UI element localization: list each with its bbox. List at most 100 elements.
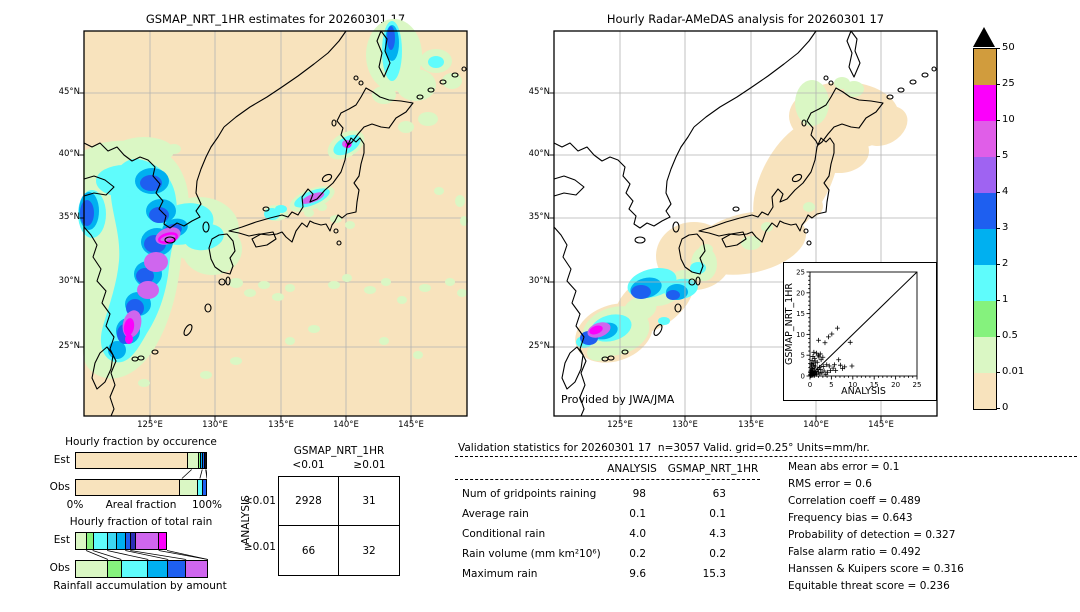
precip-blob bbox=[445, 278, 455, 286]
precip-blob bbox=[167, 144, 181, 154]
occurrence-connectors bbox=[181, 469, 207, 479]
scatter-inset: 00 5 5 10 10 15 15 20 20 25 25 ANALYSIS GSMAP_NRT_1H… bbox=[783, 262, 937, 401]
stats-divider-2 bbox=[455, 479, 760, 480]
lat-label: 25°N bbox=[58, 341, 80, 351]
colorbar-segment bbox=[974, 157, 996, 193]
colorbar-tick bbox=[996, 372, 1000, 373]
colorbar-tick-label: 50 bbox=[1002, 42, 1015, 53]
precip-blob bbox=[125, 334, 133, 344]
bar-segment bbox=[185, 561, 207, 577]
precip-blob bbox=[258, 281, 270, 289]
lon-label: 130°E bbox=[672, 420, 698, 430]
bar-segment bbox=[134, 533, 158, 549]
colorbar-tick bbox=[996, 264, 1000, 265]
inset-y-tick: 20 bbox=[796, 289, 805, 297]
stats-row-label: Conditional rain bbox=[462, 528, 546, 540]
totalrain-footer: Rainfall accumulation by amount bbox=[53, 580, 227, 592]
colorbar-tick bbox=[996, 156, 1000, 157]
precip-blob bbox=[860, 106, 908, 146]
inset-x-tick: 10 bbox=[848, 381, 857, 389]
bar-segment bbox=[76, 453, 187, 468]
precip-blob bbox=[761, 222, 773, 232]
colorbar-tick bbox=[996, 408, 1000, 409]
precip-blob bbox=[345, 221, 355, 229]
bar-segment bbox=[167, 561, 186, 577]
colorbar-segment bbox=[974, 373, 996, 409]
lon-label: 145°E bbox=[868, 420, 894, 430]
lon-label: 140°E bbox=[803, 420, 829, 430]
bar-segment bbox=[76, 533, 86, 549]
coastlines bbox=[553, 30, 937, 417]
colorbar-segment bbox=[974, 265, 996, 301]
map-frame bbox=[79, 30, 468, 421]
precip-blob bbox=[275, 205, 287, 213]
stats-analysis-value: 0.2 bbox=[629, 548, 646, 560]
bar-segment bbox=[147, 561, 168, 577]
bar-segment bbox=[197, 480, 202, 495]
inset-y-tick: 15 bbox=[796, 310, 805, 318]
bar-segment bbox=[197, 453, 201, 468]
colorbar-tick bbox=[996, 300, 1000, 301]
colorbar-tick-label: 5 bbox=[1002, 150, 1009, 161]
precip-blob bbox=[834, 77, 850, 89]
inset-axes bbox=[806, 271, 918, 380]
colorbar-segment bbox=[974, 49, 996, 85]
colorbar-tick-label: 0.5 bbox=[1002, 330, 1018, 341]
precip-blob bbox=[387, 26, 395, 50]
lon-label: 140°E bbox=[333, 420, 359, 430]
occurrence-x-right: 100% bbox=[191, 499, 223, 511]
occurrence-est-bar bbox=[75, 452, 207, 469]
stats-gsmap-value: 0.2 bbox=[709, 548, 726, 560]
precip-blob bbox=[200, 371, 212, 379]
totalrain-obs-label: Obs bbox=[49, 562, 70, 574]
precip-blob bbox=[96, 165, 152, 197]
totalrain-est-label: Est bbox=[53, 534, 70, 546]
colorbar-tick bbox=[996, 84, 1000, 85]
occurrence-est-label: Est bbox=[53, 454, 70, 466]
inset-x-tick: 5 bbox=[829, 381, 833, 389]
lon-label: 125°E bbox=[607, 420, 633, 430]
inset-x-tick: 20 bbox=[891, 381, 900, 389]
precip-blob bbox=[301, 192, 325, 204]
colorbar-segment bbox=[974, 301, 996, 337]
lon-label: 125°E bbox=[137, 420, 163, 430]
precip-blob bbox=[272, 293, 284, 301]
contingency-cell: 66 bbox=[279, 526, 339, 575]
precip-blob bbox=[140, 175, 162, 191]
precip-blob bbox=[372, 86, 396, 104]
bar-segment bbox=[107, 561, 121, 577]
right-map-title: Hourly Radar-AMeDAS analysis for 2026030… bbox=[606, 12, 885, 26]
lon-label: 135°E bbox=[738, 420, 764, 430]
stats-row-label: Rain volume (mm km²10⁶) bbox=[462, 548, 601, 560]
precip-blob bbox=[114, 137, 174, 165]
lat-label: 25°N bbox=[528, 341, 550, 351]
colorbar-segment bbox=[974, 121, 996, 157]
score-line: Probability of detection = 0.327 bbox=[788, 529, 956, 541]
occurrence-chart-title: Hourly fraction by occurence bbox=[65, 436, 217, 448]
score-line: RMS error = 0.6 bbox=[788, 478, 872, 490]
precip-blob bbox=[308, 325, 320, 333]
colorbar-tick-label: 0.01 bbox=[1002, 366, 1025, 377]
colorbar-tick bbox=[996, 120, 1000, 121]
precip-blob bbox=[80, 200, 94, 226]
precip-blob bbox=[342, 274, 352, 282]
lat-label: 40°N bbox=[58, 149, 80, 159]
stats-gsmap-value: 15.3 bbox=[702, 568, 726, 580]
colorbar-tick bbox=[996, 228, 1000, 229]
precip-blob bbox=[123, 318, 135, 336]
bar-segment bbox=[200, 453, 203, 468]
precip-blob bbox=[244, 289, 256, 297]
precip-blob bbox=[460, 216, 468, 226]
precip-blob bbox=[379, 337, 389, 345]
precip-blob bbox=[434, 187, 444, 195]
bar-segment bbox=[124, 533, 131, 549]
left-map bbox=[78, 19, 468, 421]
precip-blob bbox=[230, 357, 242, 365]
colorbar-overflow-triangle bbox=[973, 27, 995, 47]
precip-blob bbox=[184, 223, 224, 251]
stats-col-analysis: ANALYSIS bbox=[607, 463, 657, 475]
precip-blob bbox=[419, 284, 431, 292]
contingency-cell: 2928 bbox=[279, 477, 339, 526]
inset-points bbox=[808, 325, 855, 378]
contingency-cell: 32 bbox=[362, 544, 376, 557]
